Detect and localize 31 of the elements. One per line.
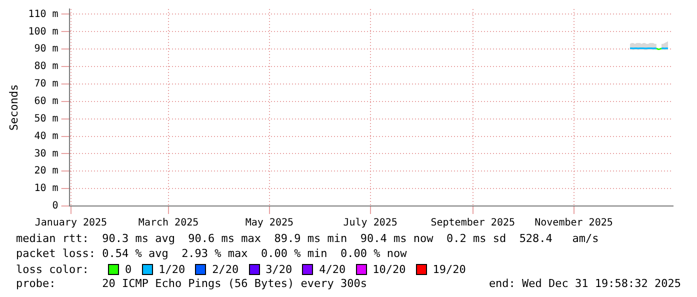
y-tick-label: 90 m <box>34 44 58 55</box>
y-tick-label: 40 m <box>34 130 58 142</box>
x-tick-label: May 2025 <box>245 218 294 229</box>
y-tick-label: 20 m <box>34 166 58 177</box>
y-tick-label: 10 m <box>34 183 58 194</box>
text: end: Wed Dec 31 19:58:32 2025 <box>488 277 681 292</box>
y-tick-label: 110 m <box>28 8 58 20</box>
text: median rtt: 90.3 ms avg 90.6 ms max 89.9 ms min 90.4 ms now 0.2 ms sd 528.4 am/s <box>16 232 600 247</box>
legend-label: 4/20 <box>318 263 346 276</box>
legend-label: 2/20 <box>211 263 239 276</box>
legend-label: 0 <box>124 263 132 276</box>
y-tick-label: 100 m <box>28 26 58 38</box>
y-tick-label: 80 m <box>34 61 58 72</box>
y-tick-label: 0 <box>52 200 58 212</box>
text: packet loss: 0.54 % avg 2.93 % max 0.00 % min 0.00 % now <box>16 247 408 262</box>
y-axis-title: Seconds <box>7 84 20 131</box>
legend-label: 10/20 <box>372 263 406 276</box>
y-tick-label: 60 m <box>34 96 58 107</box>
x-tick-label: January 2025 <box>34 218 108 229</box>
legend-label: 1/20 <box>158 263 186 276</box>
text: probe: 20 ICMP Echo Pings (56 Bytes) every 300s <box>16 277 367 292</box>
legend-label: 19/20 <box>432 263 466 276</box>
y-tick-label: 70 m <box>34 78 58 90</box>
legend-title: loss color: <box>16 263 90 276</box>
y-tick-label: 30 m <box>34 148 58 160</box>
x-tick-label: November 2025 <box>534 218 613 229</box>
x-tick-label: September 2025 <box>430 218 516 229</box>
y-tick-label: 50 m <box>34 113 58 124</box>
x-tick-label: July 2025 <box>343 218 398 229</box>
x-tick-label: March 2025 <box>138 218 199 229</box>
legend-label: 3/20 <box>264 263 292 276</box>
